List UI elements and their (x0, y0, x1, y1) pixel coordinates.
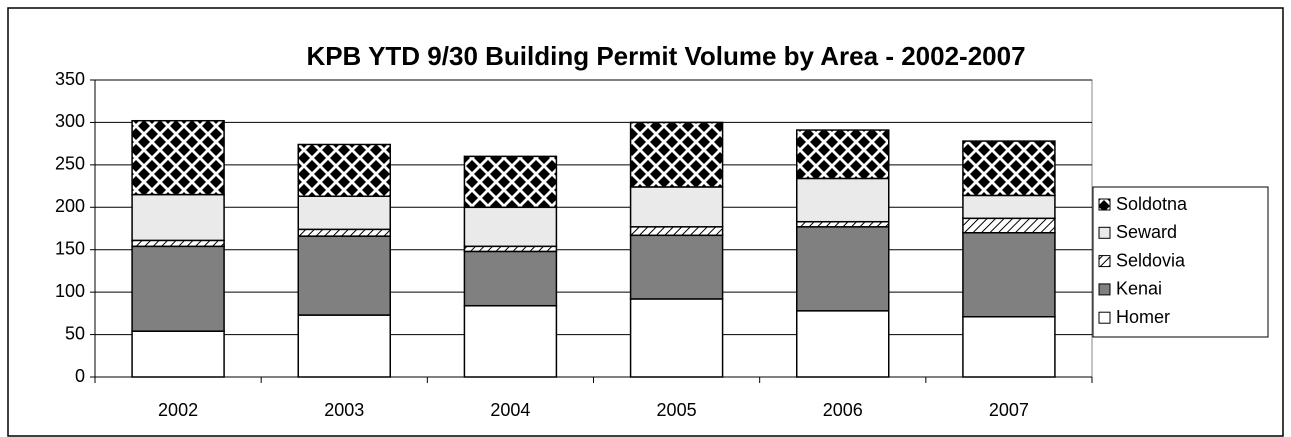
bar-segment (962, 316, 1056, 378)
x-tick-label: 2002 (158, 400, 198, 420)
y-tick-label: 250 (55, 154, 85, 174)
bar-segment (463, 155, 558, 209)
bar-segment (629, 234, 724, 300)
legend-label: Kenai (1116, 279, 1162, 299)
bar-segment (297, 314, 391, 378)
legend-label: Seldovia (1116, 250, 1186, 270)
bar-segment (796, 226, 890, 312)
legend-label: Homer (1116, 307, 1170, 327)
bar-segment (629, 186, 724, 228)
y-tick-label: 300 (55, 111, 85, 131)
bar-segment (463, 245, 558, 253)
y-tick-label: 150 (55, 238, 85, 258)
legend-box (1092, 186, 1269, 338)
legend-swatch (1098, 226, 1111, 239)
bar-segment (629, 226, 724, 237)
x-tick-label: 2004 (490, 400, 530, 420)
bar-segment (962, 231, 1056, 318)
bar-segment (463, 304, 558, 378)
legend-swatch (1098, 283, 1111, 296)
bar-segment (962, 217, 1056, 234)
bar-segment (131, 193, 225, 242)
bar-segment (131, 119, 225, 196)
bar-segment (297, 195, 391, 231)
bar-segment (962, 194, 1056, 220)
bar-segment (131, 239, 225, 248)
bar-segment (629, 298, 724, 378)
legend-swatch (1098, 255, 1111, 268)
y-tick-label: 350 (55, 69, 85, 89)
legend-swatch (1098, 198, 1111, 211)
legend-label: Soldotna (1116, 194, 1188, 214)
bar-segment (629, 121, 724, 188)
bar-segment (297, 143, 391, 198)
y-tick-label: 100 (55, 281, 85, 301)
bar-segment (297, 228, 391, 237)
y-tick-label: 0 (75, 366, 85, 386)
bar-segment (796, 310, 890, 378)
legend-label: Seward (1116, 222, 1177, 242)
y-tick-label: 200 (55, 196, 85, 216)
bar-segment (463, 250, 558, 307)
bar-segment (796, 129, 890, 180)
bar-segment (962, 140, 1056, 197)
bar-segment (463, 206, 558, 248)
bar-segment (297, 235, 391, 316)
chart-title: KPB YTD 9/30 Building Permit Volume by A… (306, 41, 1025, 71)
x-tick-label: 2003 (324, 400, 364, 420)
legend-swatch (1098, 311, 1111, 324)
x-tick-label: 2007 (989, 400, 1029, 420)
bar-segment (131, 245, 225, 332)
plot-area (94, 79, 1093, 378)
bar-segment (796, 177, 890, 223)
x-tick-label: 2005 (657, 400, 697, 420)
bar-segment (796, 220, 890, 228)
y-tick-label: 50 (65, 323, 85, 343)
x-tick-label: 2006 (823, 400, 863, 420)
bar-segment (131, 330, 225, 378)
